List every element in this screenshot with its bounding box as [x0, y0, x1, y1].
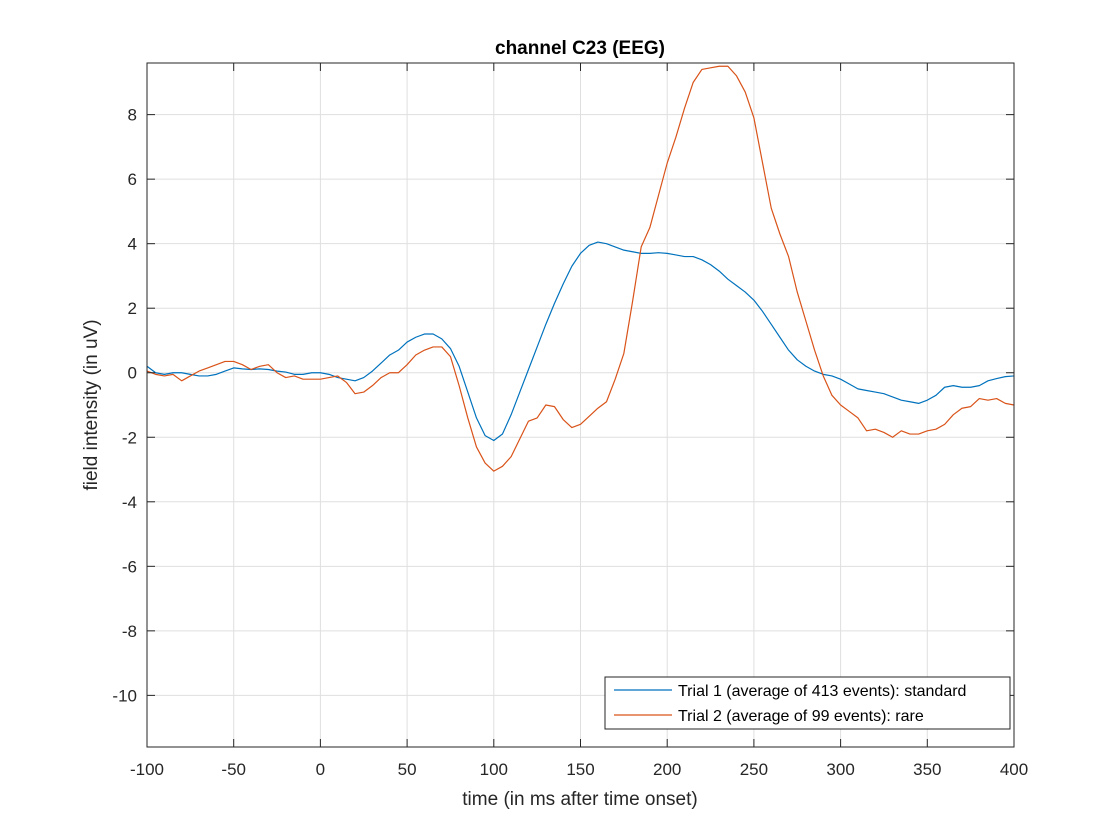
y-tick-label: 4 — [128, 235, 137, 254]
legend-label-trial-2: Trial 2 (average of 99 events): rare — [678, 708, 924, 725]
series-lines — [146, 65, 1015, 472]
x-axis-label: time (in ms after time onset) — [462, 789, 697, 810]
x-tick-label: 350 — [913, 760, 941, 779]
y-tick-label: 6 — [128, 170, 137, 189]
grid-lines — [146, 63, 1015, 747]
x-tick-label: -50 — [221, 760, 246, 779]
x-tick-label: 150 — [566, 760, 594, 779]
x-tick-label: 300 — [826, 760, 854, 779]
y-tick-label: -4 — [122, 493, 137, 512]
legend-label-trial-1: Trial 1 (average of 413 events): standar… — [678, 683, 966, 700]
x-tick-label: 50 — [398, 760, 417, 779]
y-tick-label: 8 — [128, 106, 137, 125]
legend: Trial 1 (average of 413 events): standar… — [604, 676, 1011, 730]
y-tick-label: -2 — [122, 428, 137, 447]
y-tick-label: -8 — [122, 622, 137, 641]
series-line-trial-2 — [146, 65, 1015, 472]
tick-labels: -100 -50 0 50 100 150 200 250 300 350 400 -10 -8 -6 -4… — [112, 106, 1028, 779]
series-line-trial-1 — [146, 241, 1015, 442]
x-tick-label: 100 — [480, 760, 508, 779]
chart-title: channel C23 (EEG) — [495, 38, 665, 59]
x-tick-label: 0 — [316, 760, 325, 779]
legend-box — [604, 676, 1011, 730]
x-tick-label: 250 — [740, 760, 768, 779]
x-tick-label: 200 — [653, 760, 681, 779]
axis-ticks — [146, 63, 1015, 747]
y-tick-label: 0 — [128, 364, 137, 383]
y-axis-label: field intensity (in uV) — [81, 319, 102, 490]
y-tick-label: -10 — [112, 686, 137, 705]
x-tick-label: -100 — [130, 760, 164, 779]
x-tick-label: 400 — [1000, 760, 1028, 779]
y-tick-label: -6 — [122, 557, 137, 576]
y-tick-label: 2 — [128, 299, 137, 318]
